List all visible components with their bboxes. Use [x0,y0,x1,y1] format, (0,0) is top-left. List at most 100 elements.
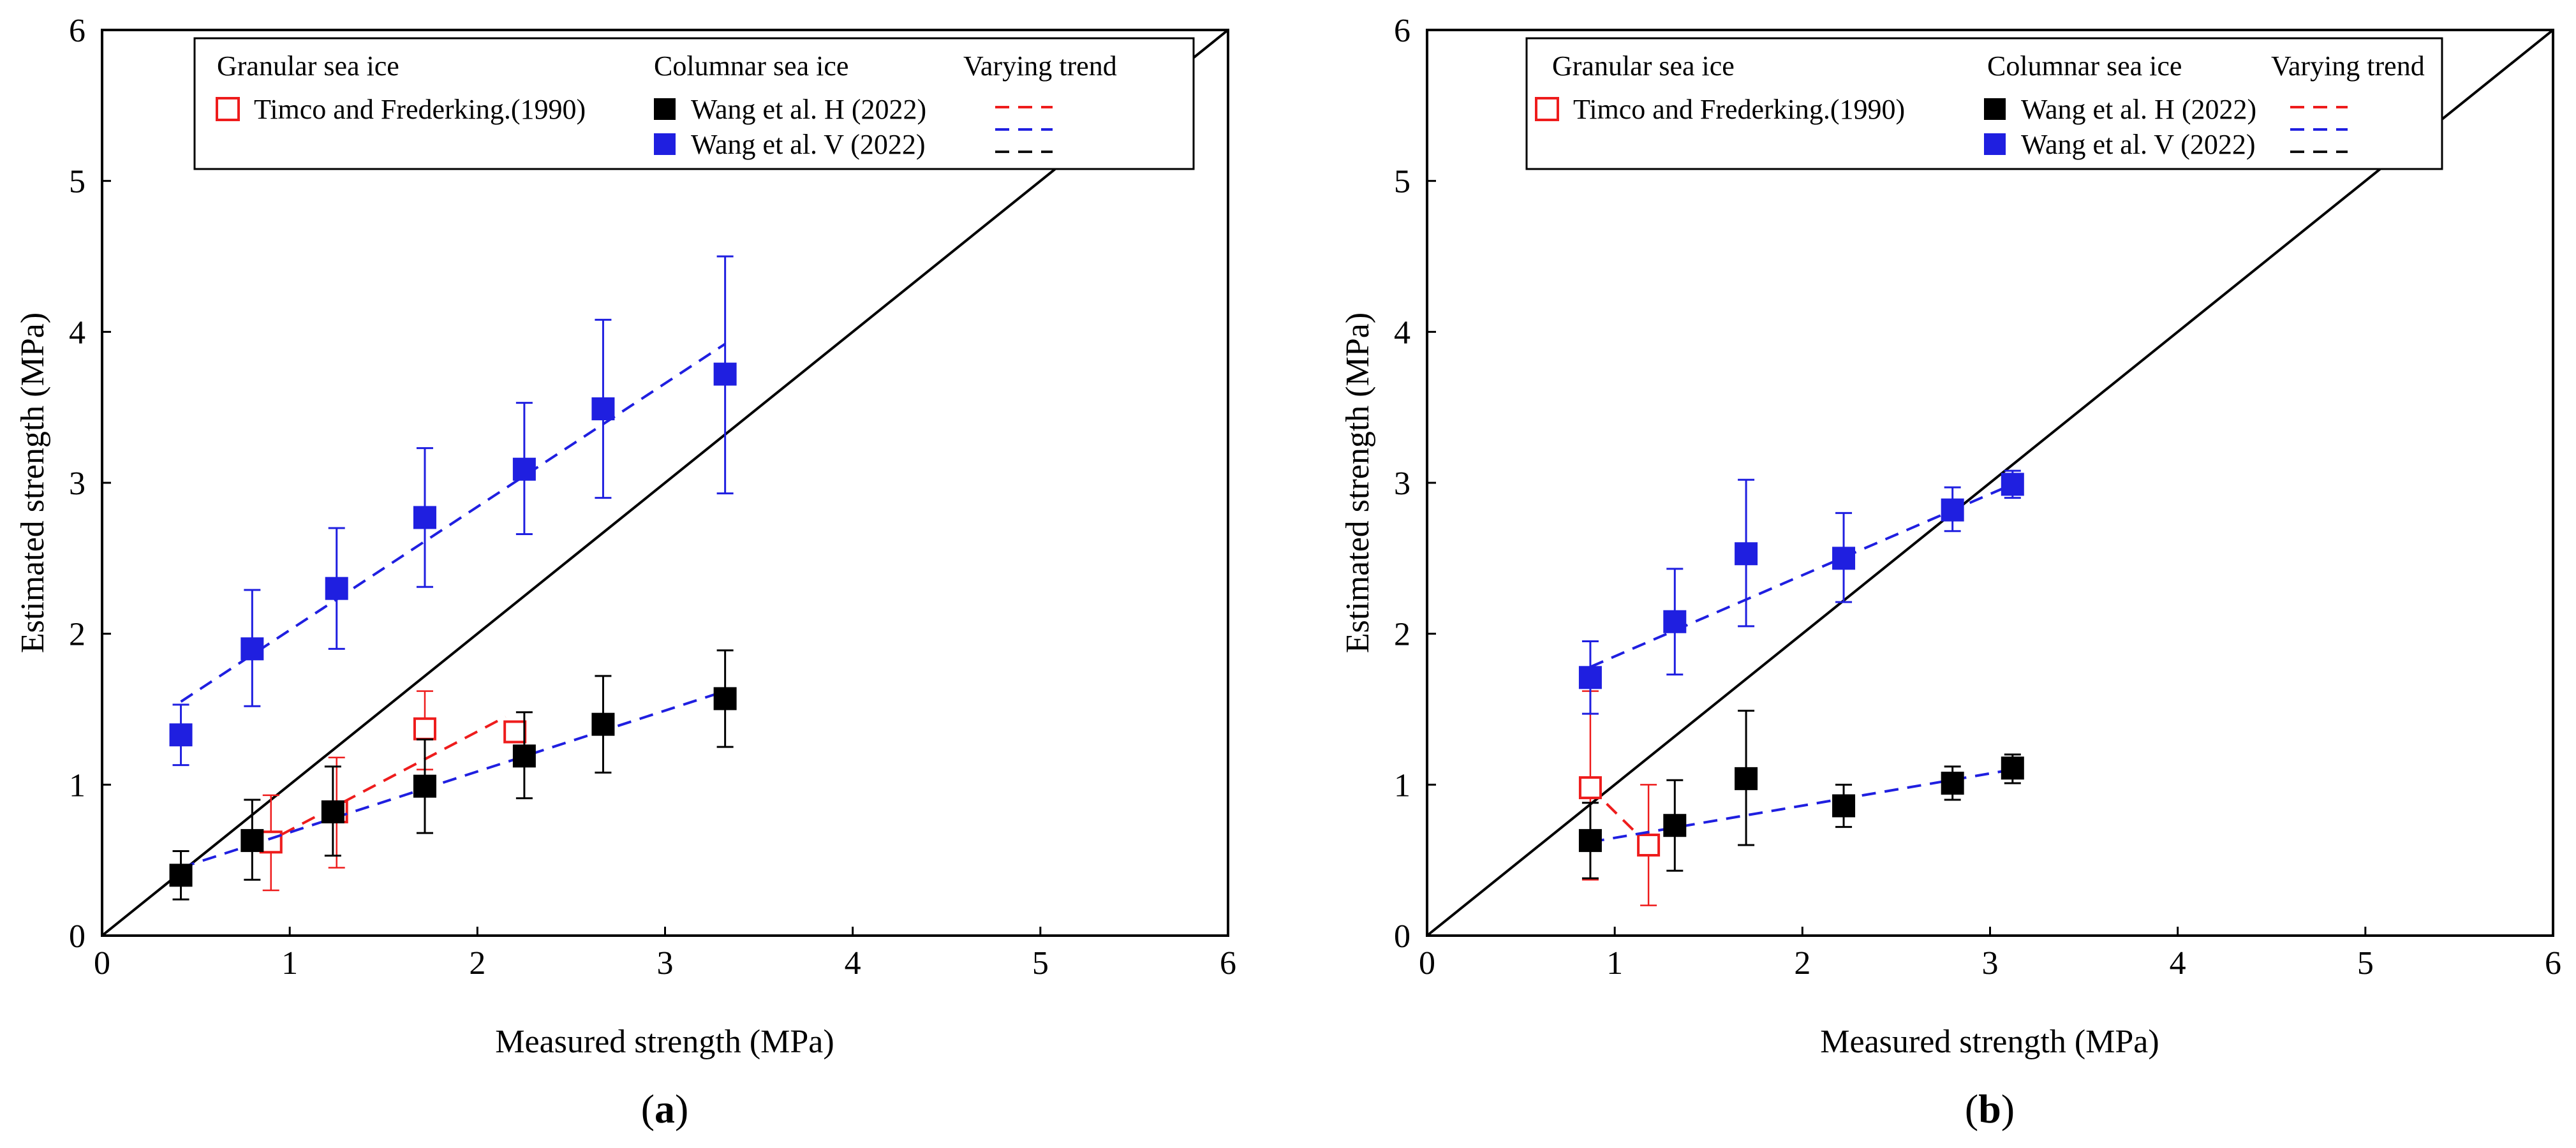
x-tick-label: 3 [657,945,674,982]
legend-marker-timco [1535,97,1559,121]
y-tick-label: 3 [69,466,85,502]
data-point [713,687,737,710]
x-tick-label: 5 [1032,945,1049,982]
y-tick-label: 0 [1394,918,1410,955]
data-point [413,774,436,798]
data-point [591,397,615,421]
legend: Granular sea ice Columnar sea ice Varyin… [1525,37,2443,170]
legend-entry-wang-v: Wang et al. V (2022) [2021,129,2256,160]
x-tick-label: 0 [94,945,110,982]
plot-frame [101,29,1229,937]
y-tick-label: 2 [1394,617,1410,653]
data-point [591,712,615,736]
legend-header-trend: Varying trend [963,50,1117,82]
trend-line [261,716,507,846]
data-point [241,637,264,661]
panel-letter: a [655,1086,675,1131]
legend-marker-wang-h [1984,98,2006,120]
series-2 [169,255,737,767]
legend-box [193,37,1195,170]
y-tick-label: 0 [69,918,85,955]
x-tick-label: 2 [469,945,485,982]
x-tick-label: 2 [1794,945,1810,982]
data-point [713,362,737,386]
data-point [1735,767,1758,790]
data-point [2001,756,2024,780]
series-1 [169,649,737,901]
panel-letter: b [1978,1086,2001,1131]
legend-marker-wang-v [654,133,676,155]
data-point [2001,473,2024,496]
y-tick-label: 2 [69,617,85,653]
data-point [413,717,436,740]
panel-b: 0 1 2 3 4 5 6 0 1 2 3 4 5 6 Measured strength (MPa) E… [1340,13,2561,1131]
legend-entry-wang-h: Wang et al. H (2022) [2021,94,2256,125]
plot-frame [1426,29,2554,937]
series-0 [1578,690,1661,906]
legend-entry-wang-v: Wang et al. V (2022) [691,129,926,160]
legend-header-columnar: Columnar sea ice [654,50,848,82]
series-0 [259,690,527,892]
y-tick-label: 4 [69,314,85,351]
x-tick-label: 4 [2170,945,2186,982]
y-tick-label: 6 [1394,13,1410,49]
data-point [241,828,264,852]
legend-marker-timco [216,97,240,121]
series-2 [1578,469,2024,715]
y-tick-label: 1 [1394,767,1410,804]
legend-entry-timco: Timco and Frederking.(1990) [1573,94,1905,125]
panel-label: (b) [1965,1086,2015,1131]
panel-label: (a) [641,1086,689,1131]
legend-entry-wang-h: Wang et al. H (2022) [691,94,926,125]
x-tick-label: 1 [281,945,298,982]
data-point [1735,542,1758,566]
data-point [1941,498,1964,522]
data-point [1832,794,1856,818]
y-tick-label: 4 [1394,314,1410,351]
legend: Granular sea ice Columnar sea ice Varyin… [193,37,1195,170]
data-point [321,800,344,823]
legend-marker-wang-h [654,98,676,120]
trend-line [180,342,726,703]
reference-line-1to1 [1426,29,2554,937]
x-tick-label: 5 [2357,945,2374,982]
x-tick-label: 1 [1606,945,1623,982]
legend-entry-timco: Timco and Frederking.(1990) [254,94,586,125]
trend-line [180,689,726,869]
trend-line [1590,483,2013,668]
x-tick-label: 6 [2545,945,2561,982]
data-point [1941,771,1964,795]
panel-a: 0 1 2 3 4 5 6 0 1 2 3 4 5 6 Measured strength (MPa) E… [15,13,1236,1131]
data-point [512,457,536,481]
y-tick-label: 6 [69,13,85,49]
data-point [1637,834,1661,857]
data-point [325,577,348,600]
y-axis-label: Estimated strength (MPa) [15,313,51,653]
reference-line-1to1 [101,29,1229,937]
y-tick-label: 1 [69,767,85,804]
x-tick-label: 6 [1220,945,1236,982]
data-point [1578,828,1602,852]
series-1 [1578,709,2024,879]
data-point [503,720,527,744]
data-point [1663,814,1687,837]
data-point [512,744,536,768]
legend-header-granular: Granular sea ice [1552,50,1735,82]
legend-marker-wang-v [1984,133,2006,155]
data-point [1832,547,1856,570]
data-point [1578,776,1602,800]
data-point [1578,666,1602,689]
x-axis-label: Measured strength (MPa) [1820,1024,2159,1060]
data-point [169,723,193,747]
x-tick-label: 0 [1419,945,1435,982]
legend-header-columnar: Columnar sea ice [1987,50,2182,82]
y-tick-label: 5 [1394,164,1410,200]
data-point [169,864,193,887]
x-tick-label: 3 [1982,945,1999,982]
data-point [413,506,436,529]
x-axis-label: Measured strength (MPa) [495,1024,834,1060]
legend-header-granular: Granular sea ice [217,50,399,82]
legend-header-trend: Varying trend [2271,50,2425,82]
